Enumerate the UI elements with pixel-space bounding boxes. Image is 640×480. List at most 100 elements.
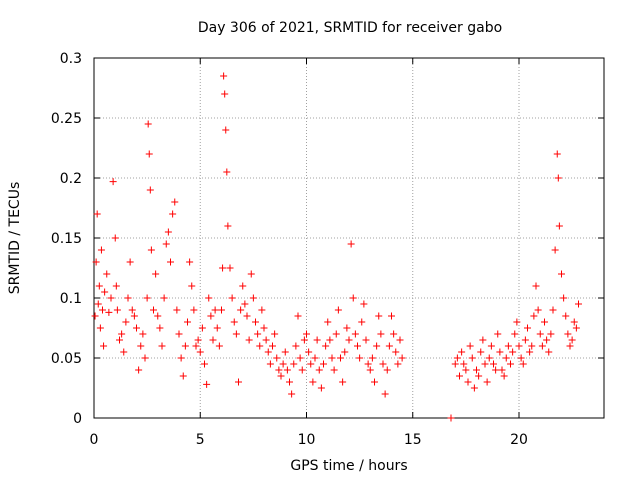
data-point: [147, 246, 155, 254]
data-point: [334, 306, 342, 314]
data-point: [95, 282, 103, 290]
data-point: [275, 366, 283, 374]
data-point: [239, 282, 247, 290]
data-point: [290, 360, 298, 368]
data-point: [94, 300, 102, 308]
y-tick-label: 0.25: [51, 111, 82, 127]
data-point: [398, 354, 406, 362]
data-point: [358, 318, 366, 326]
data-point: [377, 330, 385, 338]
data-point: [288, 390, 296, 398]
data-point: [245, 336, 253, 344]
data-point: [572, 324, 580, 332]
data-point: [96, 324, 104, 332]
data-point: [164, 228, 172, 236]
data-point: [211, 306, 219, 314]
data-point: [509, 348, 517, 356]
data-point: [496, 348, 504, 356]
data-point: [141, 354, 149, 362]
y-tick-label: 0.3: [60, 51, 82, 67]
data-point: [296, 354, 304, 362]
data-point: [307, 360, 315, 368]
data-point: [226, 264, 234, 272]
data-point: [256, 342, 264, 350]
data-point: [254, 330, 262, 338]
data-point: [385, 342, 393, 350]
data-point: [124, 294, 132, 302]
data-point: [300, 336, 308, 344]
data-point: [192, 342, 200, 350]
data-point: [453, 354, 461, 362]
data-point: [203, 380, 211, 388]
data-point: [326, 336, 334, 344]
data-point: [175, 330, 183, 338]
data-point: [232, 330, 240, 338]
data-point: [464, 378, 472, 386]
data-point: [91, 312, 99, 320]
x-tick-label: 10: [298, 432, 316, 448]
data-point: [139, 330, 147, 338]
data-point: [554, 174, 562, 182]
data-point: [145, 150, 153, 158]
data-point: [112, 282, 120, 290]
y-tick-label: 0.05: [51, 351, 82, 367]
data-point: [545, 348, 553, 356]
data-point: [315, 366, 323, 374]
data-point: [519, 360, 527, 368]
x-tick-label: 15: [404, 432, 422, 448]
data-point: [383, 366, 391, 374]
data-point: [477, 348, 485, 356]
data-point: [396, 336, 404, 344]
data-point: [390, 330, 398, 338]
data-point: [243, 312, 251, 320]
data-point: [575, 300, 582, 308]
data-point: [262, 336, 270, 344]
data-point: [146, 186, 154, 194]
data-point: [273, 354, 281, 362]
data-point: [260, 324, 268, 332]
data-point: [184, 318, 191, 326]
data-point: [271, 330, 279, 338]
data-point: [388, 312, 395, 320]
data-point: [215, 342, 223, 350]
data-point: [105, 308, 113, 316]
data-point: [235, 378, 242, 386]
data-point: [266, 360, 274, 368]
data-point: [494, 330, 502, 338]
data-point: [277, 372, 285, 380]
data-point: [547, 330, 555, 338]
data-point: [222, 126, 230, 134]
data-point: [504, 342, 512, 350]
data-point: [551, 246, 559, 254]
data-point: [305, 348, 313, 356]
data-point: [113, 306, 121, 314]
data-point: [513, 318, 521, 326]
data-point: [223, 168, 231, 176]
data-point: [483, 378, 491, 386]
data-point: [553, 150, 561, 158]
data-point: [298, 366, 306, 374]
data-point: [324, 318, 332, 326]
data-point: [343, 324, 351, 332]
data-point: [177, 354, 185, 362]
data-point: [458, 348, 466, 356]
data-point: [224, 222, 232, 230]
data-point: [490, 360, 497, 368]
data-point: [492, 366, 500, 374]
data-point: [158, 342, 166, 350]
y-tick-label: 0.1: [60, 291, 82, 307]
data-point: [364, 360, 372, 368]
data-point: [347, 240, 355, 248]
data-point: [330, 366, 338, 374]
data-point: [173, 306, 181, 314]
data-point: [181, 342, 189, 350]
data-point: [122, 318, 130, 326]
data-point: [111, 234, 119, 242]
data-point: [521, 336, 529, 344]
axis-layer: 0 0.05 0.1 0.15 0.2 0.25 0.3 0 5 10 15 20: [51, 51, 604, 448]
data-point: [107, 294, 115, 302]
data-point: [536, 330, 544, 338]
y-tick-label: 0: [73, 411, 82, 427]
data-point: [534, 306, 542, 314]
data-point: [560, 294, 568, 302]
